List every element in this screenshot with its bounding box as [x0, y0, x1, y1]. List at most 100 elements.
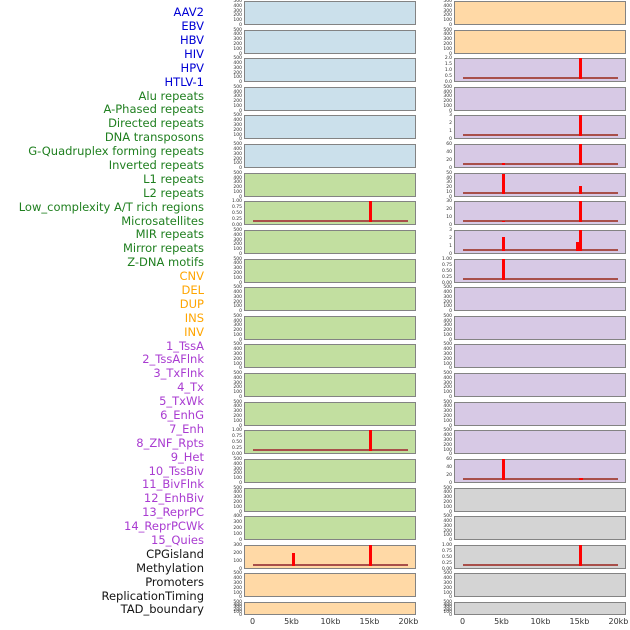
track-label: HIV — [184, 46, 204, 61]
y-tick-label: 0 — [449, 222, 452, 228]
y-tick-label: 400 — [233, 601, 242, 607]
y-tick-label: 200 — [443, 527, 452, 533]
y-tick-label: 500 — [233, 313, 242, 319]
y-tick-label: 300 — [233, 519, 242, 525]
y-tick-label: 500 — [233, 570, 242, 576]
y-tick-label: 400 — [233, 88, 242, 94]
y-tick-label: 10 — [446, 189, 452, 195]
y-tick-label: 200 — [443, 327, 452, 333]
track-plot — [454, 401, 626, 426]
track-label: Inverted repeats — [108, 157, 204, 172]
signal-spike — [291, 552, 295, 566]
y-tick-label: 0.25 — [441, 560, 452, 566]
y-tick-label: 100 — [443, 589, 452, 595]
y-tick-label: 0.75 — [231, 433, 242, 439]
y-tick-label: 0 — [449, 22, 452, 28]
y-tick-label: 500 — [233, 227, 242, 233]
track-label: L2 repeats — [143, 185, 204, 200]
y-tick-label: 500 — [443, 570, 452, 576]
y-tick-label: 400 — [233, 146, 242, 152]
track-label: 2_TssAFlnk — [142, 352, 204, 367]
x-tick-label: 15kb — [569, 617, 590, 626]
y-tick-label: 0 — [449, 422, 452, 428]
y-tick-label: 100 — [233, 74, 242, 80]
track-label: 3_TxFlnk — [153, 366, 204, 381]
track-label: 6_EnhG — [160, 408, 204, 422]
x-tick-label: 0 — [249, 617, 256, 626]
signal-spike — [578, 144, 582, 166]
y-tick-label: 100 — [233, 160, 242, 166]
y-tick-label: 0 — [449, 193, 452, 199]
signal-spike — [578, 201, 582, 223]
y-tick-label: 0.75 — [441, 548, 452, 554]
y-tick-label: 500 — [233, 84, 242, 90]
y-tick-label: 1.00 — [231, 427, 242, 433]
track-plot — [454, 344, 626, 369]
y-tick-label: 300 — [233, 265, 242, 271]
track-label: EBV — [181, 19, 204, 34]
y-tick-label: 200 — [233, 384, 242, 390]
x-tick-label: 0 — [459, 617, 466, 626]
y-tick-label: 500 — [233, 112, 242, 118]
y-tick-label: 100 — [233, 558, 242, 564]
y-tick-label: 300 — [443, 580, 452, 586]
y-tick-label: 300 — [443, 494, 452, 500]
y-tick-label: 400 — [233, 489, 242, 495]
y-tick-label: 400 — [443, 489, 452, 495]
y-tick-label: 300 — [443, 294, 452, 300]
y-tick-label: 200 — [443, 441, 452, 447]
track-label: Promoters — [145, 574, 204, 589]
y-tick-label: 300 — [443, 379, 452, 385]
y-tick-label: 300 — [443, 7, 452, 13]
y-tick-label: 3 — [449, 112, 452, 118]
y-tick-label: 200 — [233, 98, 242, 104]
y-tick-label: 20 — [446, 157, 452, 163]
track-plot — [244, 458, 416, 483]
y-tick-label: 30 — [446, 179, 452, 185]
y-tick-label: 400 — [233, 513, 242, 519]
y-tick-label: 200 — [233, 184, 242, 190]
track-label: 10_TssBiv — [148, 463, 204, 478]
track-plot — [244, 29, 416, 54]
y-tick-label: 500 — [443, 370, 452, 376]
track-plot — [454, 172, 626, 197]
y-tick-label: 400 — [443, 518, 452, 524]
y-tick-label: 0 — [239, 394, 242, 400]
track-plot — [454, 29, 626, 54]
y-tick-label: 500 — [233, 284, 242, 290]
y-tick-label: 10 — [446, 214, 452, 220]
track-label: DUP — [179, 296, 204, 311]
track-plot — [454, 516, 626, 541]
y-tick-label: 400 — [443, 346, 452, 352]
y-tick-label: 300 — [443, 322, 452, 328]
y-tick-label: 0 — [449, 251, 452, 257]
track-label: 15_Quies — [151, 533, 204, 548]
track-plot — [244, 544, 416, 569]
y-tick-label: 300 — [233, 7, 242, 13]
track-plot — [244, 602, 416, 616]
track-label: 11_BivFlnk — [141, 477, 204, 492]
track-label: INV — [184, 324, 204, 339]
track-label: CNV — [179, 269, 205, 284]
y-tick-label: 0 — [239, 22, 242, 28]
track-label: 12_EnhBiv — [143, 491, 204, 506]
y-tick-label: 100 — [443, 503, 452, 509]
track-label: DNA transposons — [104, 130, 204, 145]
y-tick-label: 100 — [443, 17, 452, 23]
signal-baseline — [462, 134, 618, 137]
track-label: Methylation — [136, 560, 204, 575]
track-label: CPGisland — [146, 546, 204, 561]
y-tick-label: 200 — [233, 270, 242, 276]
y-tick-label: 20 — [446, 206, 452, 212]
y-tick-label: 50 — [446, 169, 452, 175]
track-label: INS — [184, 310, 204, 325]
track-label: Z-DNA motifs — [127, 255, 204, 270]
y-tick-label: 200 — [233, 12, 242, 18]
track-plot — [454, 430, 626, 455]
signal-baseline — [252, 449, 408, 452]
signal-baseline — [462, 163, 618, 166]
y-tick-label: 400 — [233, 403, 242, 409]
y-tick-label: 40 — [446, 464, 452, 470]
y-tick-label: 100 — [233, 246, 242, 252]
y-tick-label: 0.00 — [231, 222, 242, 228]
